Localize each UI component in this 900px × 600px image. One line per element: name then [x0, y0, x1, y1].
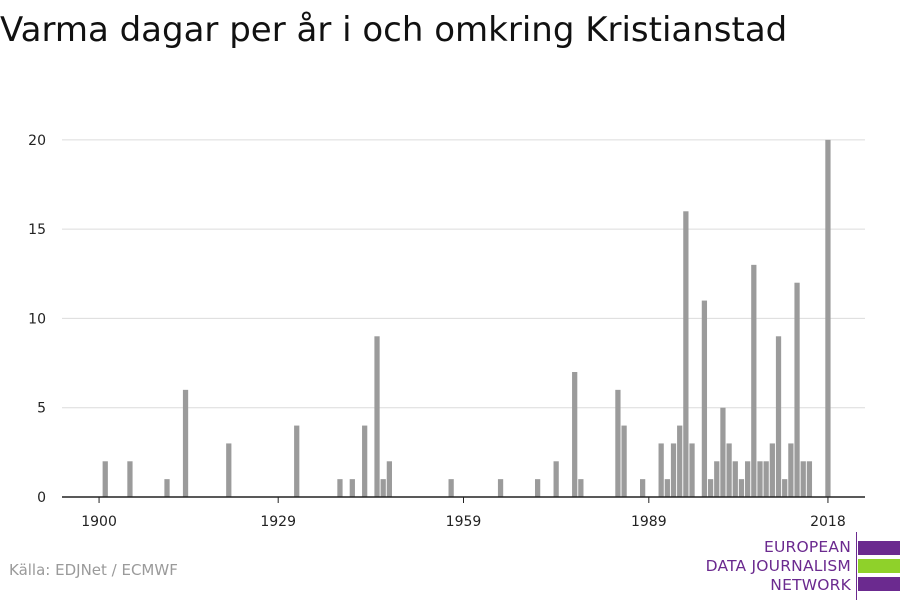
bar-1978 — [578, 479, 584, 497]
x-tick-label: 2018 — [810, 514, 846, 530]
bars — [102, 139, 831, 498]
bar-1974 — [553, 461, 559, 497]
bar-2005 — [745, 461, 751, 497]
gridlines — [62, 139, 865, 409]
bar-2018 — [825, 139, 831, 497]
bar-2001 — [720, 407, 726, 497]
bar-2012 — [788, 443, 794, 497]
y-tick-label: 0 — [37, 490, 46, 506]
y-tick-label: 20 — [28, 133, 46, 149]
bar-1901 — [102, 461, 108, 497]
bar-2003 — [732, 461, 738, 497]
bar-1914 — [182, 389, 189, 497]
x-tick-label: 1929 — [260, 514, 296, 530]
bar-1993 — [670, 443, 677, 497]
chart-title: Varma dagar per år i och omkring Kristia… — [0, 10, 788, 50]
bar-2006 — [751, 264, 757, 497]
y-tick-label: 5 — [37, 401, 46, 417]
y-tick-label: 10 — [28, 311, 46, 327]
source-note: Källa: EDJNet / ECMWF — [9, 561, 178, 579]
bar-1911 — [164, 479, 170, 497]
bar-2002 — [726, 443, 732, 497]
bar-1977 — [572, 372, 578, 497]
edjnet-logo: EUROPEAN DATA JOURNALISM NETWORK — [700, 532, 900, 600]
bar-1946 — [380, 479, 386, 497]
bar-2014 — [800, 461, 806, 497]
bar-1999 — [707, 479, 714, 497]
bar-1932 — [294, 425, 300, 497]
y-axis-ticks: 0 5 10 15 20 — [28, 133, 46, 506]
logo-line-2: DATA JOURNALISM — [705, 557, 851, 575]
bar-1994 — [677, 425, 683, 497]
bar-2000 — [714, 461, 720, 497]
bar-1995 — [683, 211, 689, 498]
logo-stripe-middle — [858, 559, 900, 573]
bar-1943 — [362, 425, 368, 497]
bar-1991 — [658, 443, 664, 497]
bar-1985 — [621, 425, 627, 497]
bar-2013 — [794, 282, 800, 497]
bar-1939 — [337, 479, 343, 497]
bar-2015 — [806, 461, 813, 497]
logo-line-1: EUROPEAN — [763, 538, 851, 556]
y-tick-label: 15 — [28, 222, 46, 238]
logo-line-3: NETWORK — [770, 576, 851, 594]
bar-1957 — [448, 479, 454, 497]
bar-1921 — [226, 443, 232, 497]
x-axis-ticks: 1900 1929 1959 1989 2018 — [81, 497, 846, 530]
bar-1992 — [664, 479, 670, 497]
logo-stripe-top — [858, 541, 900, 555]
bar-2008 — [763, 461, 769, 497]
bar-1998 — [701, 300, 708, 497]
bar-1941 — [349, 479, 355, 497]
x-tick-label: 1989 — [631, 514, 667, 530]
bar-1988 — [640, 479, 646, 497]
x-tick-label: 1900 — [81, 514, 117, 530]
bar-1996 — [689, 443, 695, 497]
bar-1984 — [615, 389, 621, 497]
bar-2004 — [738, 479, 745, 497]
bar-1947 — [386, 461, 393, 497]
bar-2010 — [775, 336, 782, 497]
bar-1905 — [127, 461, 133, 497]
logo-divider — [856, 532, 857, 600]
logo-stripe-bottom — [858, 577, 900, 591]
bar-2009 — [769, 443, 775, 497]
bar-1971 — [534, 479, 541, 497]
bar-2007 — [757, 461, 763, 497]
bar-1945 — [374, 336, 380, 497]
x-tick-label: 1959 — [446, 514, 482, 530]
bar-2011 — [782, 479, 788, 497]
bar-1965 — [497, 479, 504, 497]
